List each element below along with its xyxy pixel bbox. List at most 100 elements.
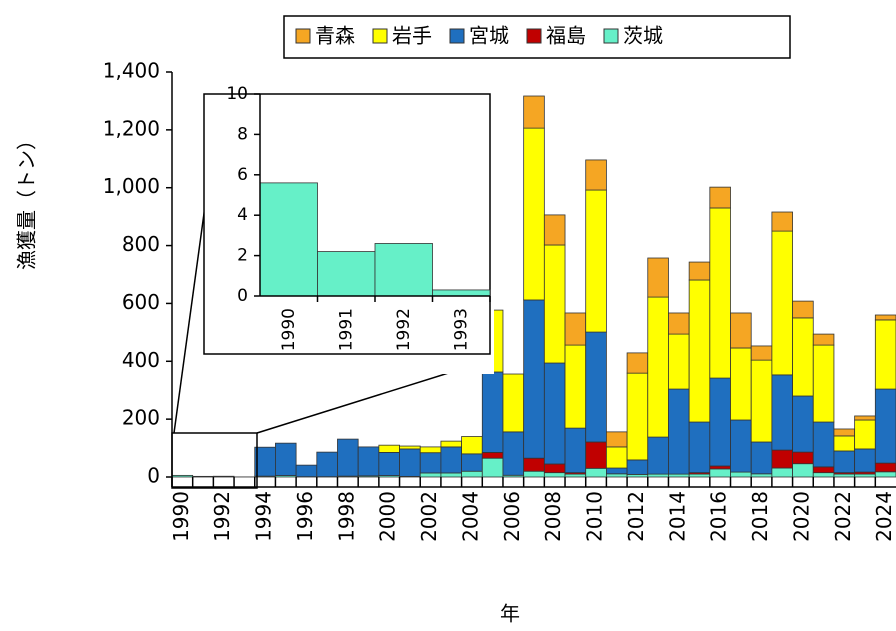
inset-background: [204, 84, 494, 374]
bar-segment: [626, 459, 649, 475]
bar-segment: [792, 463, 814, 478]
bar-segment: [316, 451, 338, 478]
bar-segment: [647, 436, 669, 475]
bar-segment: [523, 299, 545, 459]
y-tick-label: 200: [122, 406, 160, 430]
bar-segment: [606, 467, 628, 475]
legend-label: 岩手: [392, 24, 432, 48]
y-axis-title: 漁獲量（トン）: [15, 130, 39, 270]
bar-segment: [833, 435, 856, 452]
legend-swatch: [372, 28, 388, 44]
bar-segment: [171, 474, 194, 478]
bar-segment: [668, 312, 690, 335]
bar-segment: [688, 261, 711, 281]
bar-segment: [771, 211, 793, 232]
bar-segment: [688, 279, 711, 423]
legend-label: 茨城: [623, 24, 663, 48]
bar-segment: [771, 449, 793, 469]
bar-segment: [419, 472, 442, 478]
x-tick-label: 1994: [252, 491, 276, 542]
bar-segment: [564, 344, 587, 429]
y-tick-label: 0: [147, 464, 160, 488]
x-tick-label: 2024: [872, 491, 896, 542]
bar-segment: [647, 473, 669, 478]
bar-segment: [564, 312, 587, 346]
y-tick-label: 1,000: [103, 174, 160, 198]
bar-segment: [461, 436, 483, 455]
bar-segment: [523, 95, 545, 129]
bar-segment: [481, 371, 504, 453]
y-tick-label: 6: [237, 165, 248, 185]
bar-segment: [399, 445, 421, 450]
y-tick-label: 1,400: [103, 59, 160, 83]
bar-segment: [606, 431, 628, 448]
bar: [374, 243, 433, 297]
y-tick-label: 2: [237, 246, 248, 266]
bar-segment: [730, 312, 752, 349]
bar-segment: [357, 446, 380, 477]
bar-segment: [461, 453, 483, 472]
bar-segment: [730, 419, 752, 473]
bar-segment: [668, 388, 690, 475]
bar-segment: [709, 186, 731, 209]
bar-segment: [812, 421, 835, 468]
bar-segment: [709, 465, 731, 470]
bar-segment: [854, 448, 876, 473]
y-tick-label: 8: [237, 124, 248, 144]
bar-segment: [792, 395, 814, 453]
x-tick-label: 2008: [541, 491, 565, 542]
legend-label: 宮城: [469, 24, 509, 48]
bar-segment: [481, 452, 504, 459]
bar-segment: [688, 421, 711, 474]
legend-swatch: [603, 28, 619, 44]
bar-segment: [502, 431, 525, 476]
x-tick-label: 1992: [394, 308, 414, 351]
bar-segment: [543, 472, 566, 478]
bar-segment: [419, 452, 442, 474]
x-tick-label: 2002: [417, 491, 441, 542]
bar-segment: [585, 467, 607, 478]
bar-segment: [606, 473, 628, 478]
x-tick-label: 2000: [376, 491, 400, 542]
bar: [432, 289, 491, 297]
bar-segment: [792, 300, 814, 319]
legend-label: 福島: [546, 24, 586, 48]
y-tick-label: 4: [237, 205, 248, 225]
y-tick-label: 1,200: [103, 116, 160, 140]
bar-segment: [812, 466, 835, 474]
legend-swatch: [295, 28, 311, 44]
bar-segment: [668, 473, 690, 478]
legend-swatch: [449, 28, 465, 44]
bar-segment: [771, 374, 793, 451]
bar-segment: [750, 441, 773, 475]
bar-segment: [440, 472, 462, 478]
bar-segment: [523, 127, 545, 301]
bar-segment: [399, 448, 421, 477]
x-tick-label: 2022: [831, 491, 855, 542]
bar-segment: [730, 471, 752, 478]
bar-segment: [543, 463, 566, 474]
x-tick-label: 2020: [789, 491, 813, 542]
bar-segment: [461, 470, 483, 478]
bar-segment: [440, 440, 462, 448]
bar-segment: [792, 317, 814, 397]
x-tick-label: 2004: [458, 491, 482, 542]
bar-segment: [564, 427, 587, 474]
bar-segment: [833, 450, 856, 474]
bar-segment: [874, 388, 896, 464]
bar-segment: [543, 214, 566, 246]
y-tick-label: 0: [237, 286, 248, 306]
bar-segment: [626, 352, 649, 374]
bar-segment: [295, 464, 318, 478]
bar-segment: [440, 446, 462, 474]
x-tick-label: 1993: [451, 308, 471, 351]
bar-segment: [874, 319, 896, 390]
bar-segment: [564, 473, 587, 478]
x-tick-label: 1990: [279, 308, 299, 351]
bar-segment: [874, 462, 896, 473]
bar-segment: [647, 296, 669, 438]
bar-segment: [771, 230, 793, 376]
bar-segment: [730, 347, 752, 421]
